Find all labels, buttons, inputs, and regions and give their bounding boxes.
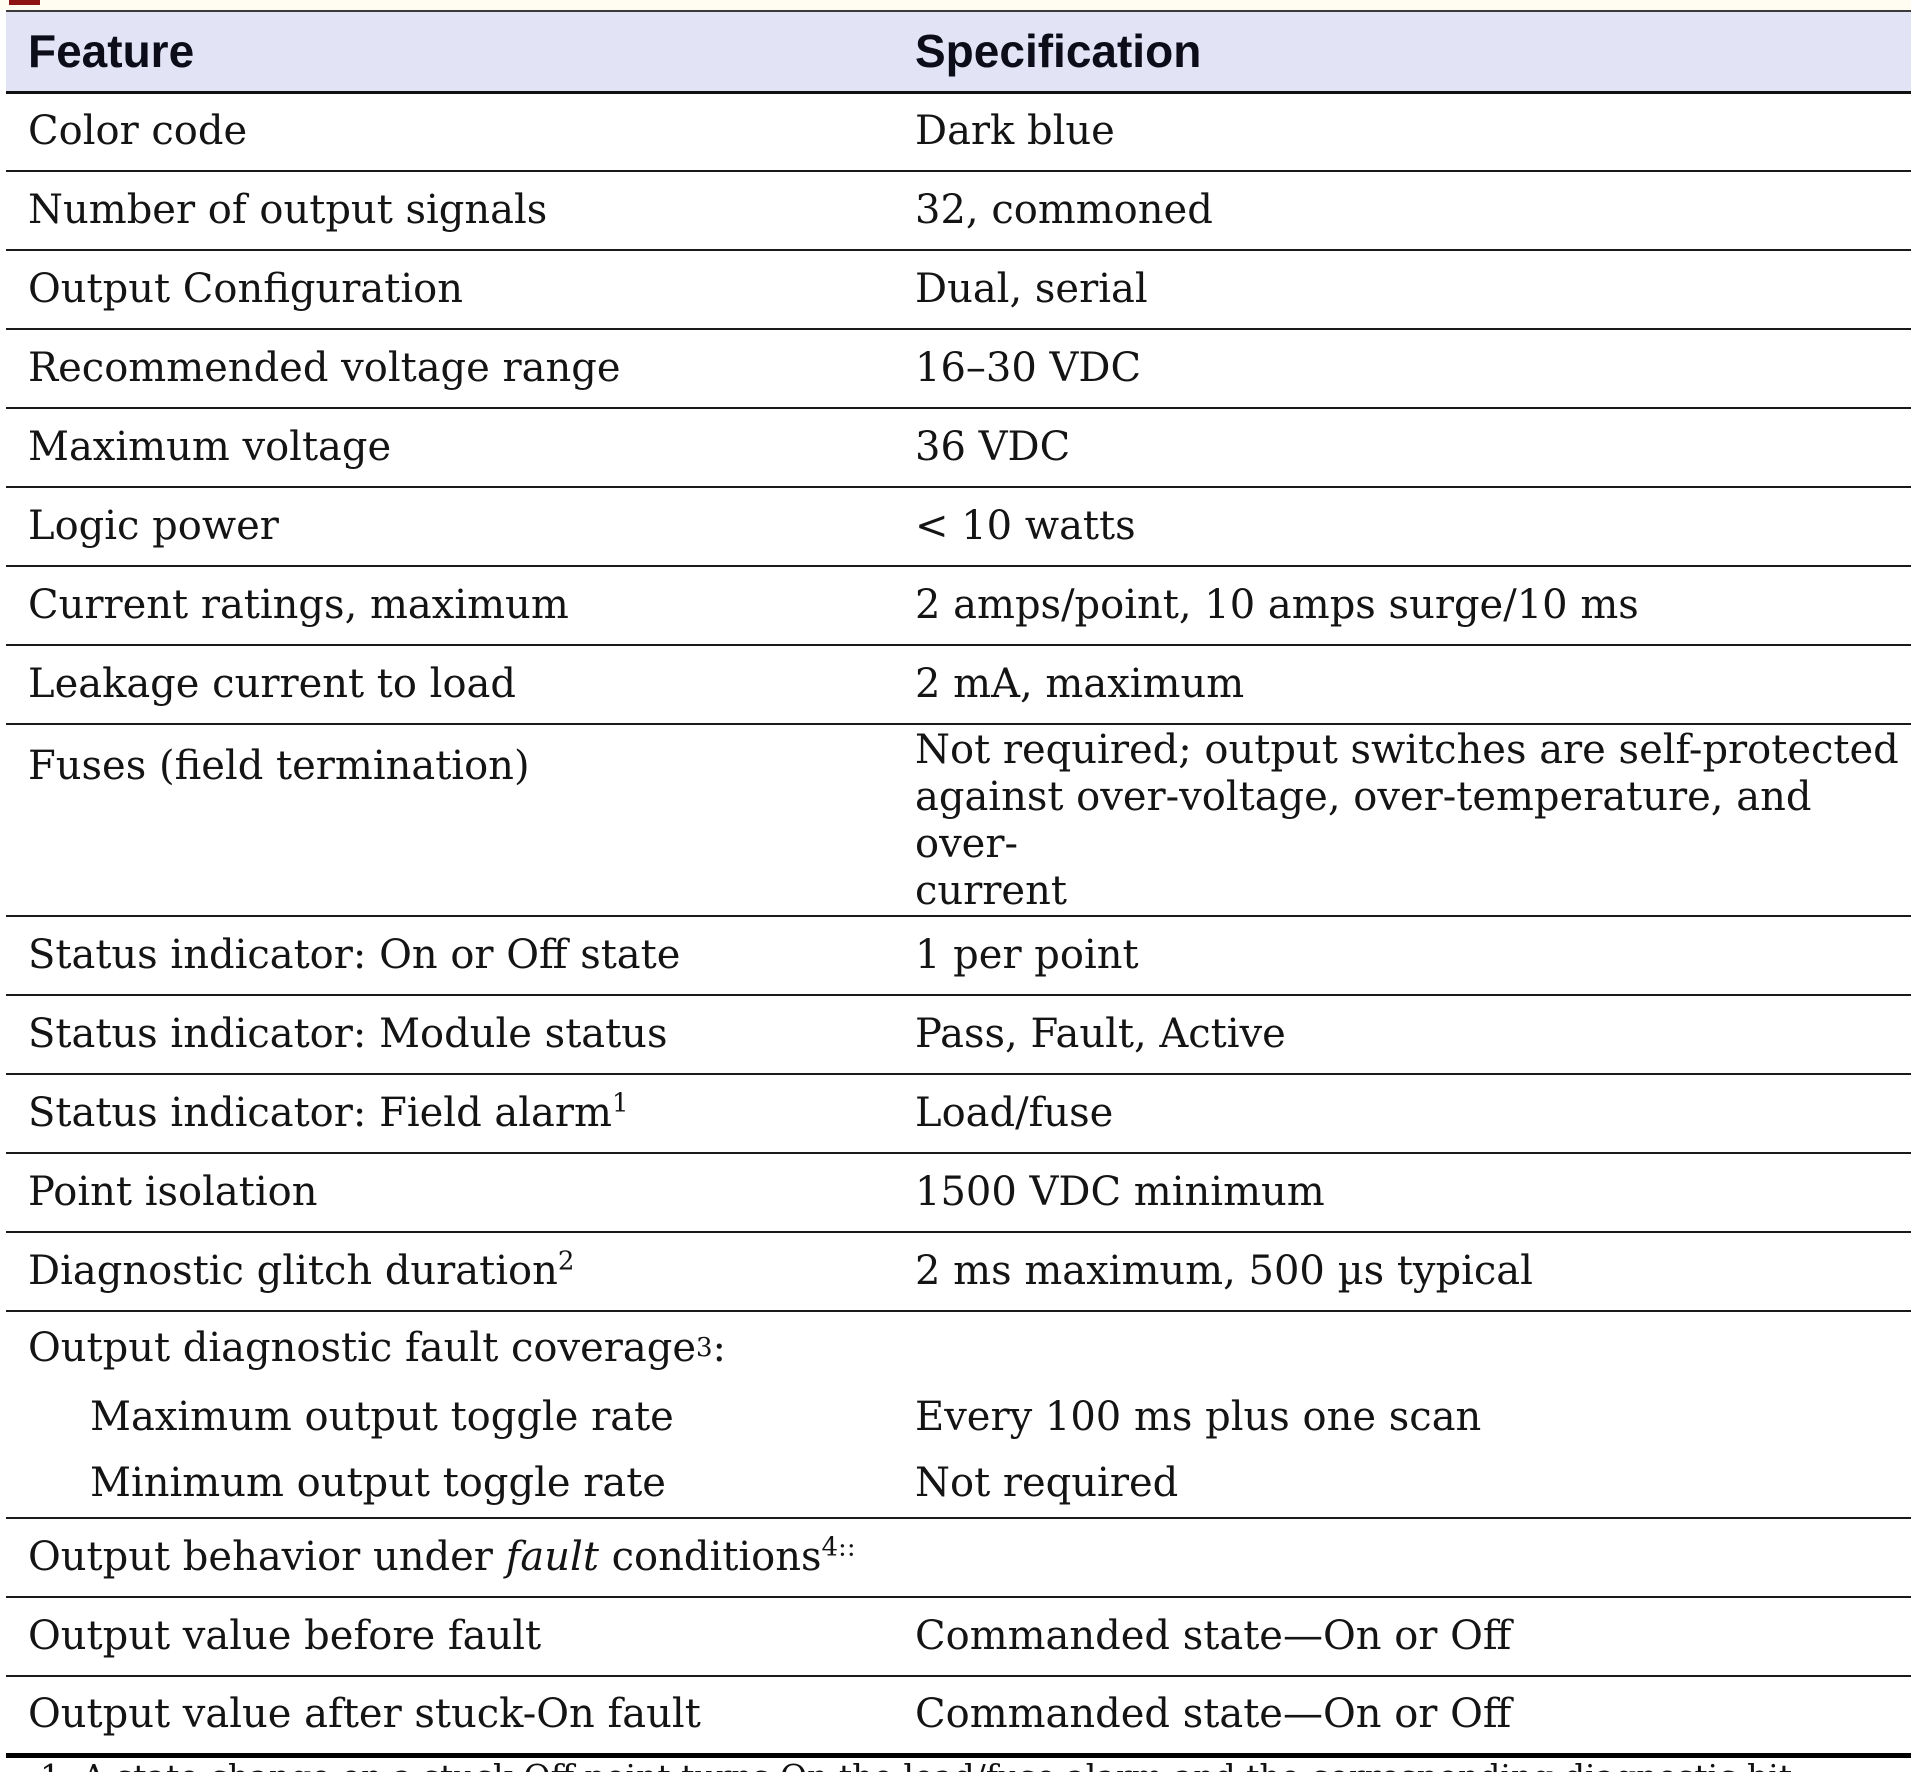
- clipped-heading-fragment: [9, 0, 40, 5]
- spec-line: current: [915, 868, 1067, 914]
- group-label-suffix: conditions: [598, 1534, 822, 1580]
- spec-cell: Not required; output switches are self-p…: [915, 724, 1911, 916]
- page-top-strip: [0, 0, 1911, 10]
- table-row: Status indicator: Module status Pass, Fa…: [6, 995, 1911, 1074]
- spec-cell: Every 100 ms plus one scan Not required: [915, 1311, 1911, 1518]
- table-row: Recommended voltage range 16–30 VDC: [6, 329, 1911, 408]
- feature-cell: Current ratings, maximum: [28, 582, 569, 628]
- table-row: Leakage current to load 2 mA, maximum: [6, 645, 1911, 724]
- clipped-footnote-text: 1. A state change on a stuck-Off point t…: [40, 1757, 1803, 1772]
- feature-cell: Status indicator: Module status: [28, 1011, 668, 1057]
- feature-label: Diagnostic glitch duration: [28, 1248, 558, 1294]
- feature-cell: Color code: [28, 108, 248, 155]
- table-row: Color code Dark blue: [6, 92, 1911, 171]
- feature-label: Status indicator: Field alarm: [28, 1090, 612, 1136]
- spec-cell: 1500 VDC minimum: [915, 1169, 1325, 1215]
- spec-cell-empty: [915, 1518, 1911, 1597]
- feature-cell: Output behavior under fault conditions4:…: [6, 1518, 915, 1597]
- footnote-marker: 2: [557, 1246, 575, 1277]
- spec-cell: Dark blue: [915, 108, 1115, 155]
- table-row: Maximum voltage 36 VDC: [6, 408, 1911, 487]
- feature-cell: Recommended voltage range: [28, 345, 621, 391]
- specification-table: Feature Specification Color code Dark bl…: [6, 10, 1911, 1758]
- group-label: Output diagnostic fault coverage: [28, 1324, 696, 1371]
- feature-cell: Status indicator: On or Off state: [28, 932, 681, 978]
- spec-cell: 2 mA, maximum: [915, 661, 1245, 707]
- column-header-feature: Feature: [28, 25, 195, 78]
- feature-cell: Output value after stuck-On fault: [28, 1691, 701, 1738]
- spec-cell: Commanded state—On or Off: [915, 1613, 1512, 1659]
- table-row: Status indicator: Field alarm1 Load/fuse: [6, 1074, 1911, 1153]
- column-header-specification: Specification: [915, 25, 1202, 78]
- feature-cell: Point isolation: [28, 1169, 318, 1215]
- feature-cell: Output Configuration: [28, 266, 463, 312]
- table-row: Point isolation 1500 VDC minimum: [6, 1153, 1911, 1232]
- spec-empty-line: [915, 1312, 1911, 1384]
- footnote-marker: 4::: [821, 1532, 856, 1563]
- spec-line: Not required; output switches are self-p…: [915, 727, 1899, 773]
- group-label-italic: fault: [505, 1534, 599, 1580]
- table-row: Status indicator: On or Off state 1 per …: [6, 916, 1911, 995]
- table-row: Output value before fault Commanded stat…: [6, 1597, 1911, 1676]
- sub-spec: Not required: [915, 1460, 1179, 1506]
- feature-cell: Logic power: [28, 503, 279, 549]
- sub-feature: Maximum output toggle rate: [90, 1393, 674, 1440]
- sub-feature: Minimum output toggle rate: [90, 1460, 666, 1506]
- feature-cell: Output diagnostic fault coverage 3: Maxim…: [6, 1311, 915, 1518]
- table-row-group: Output diagnostic fault coverage 3: Maxim…: [6, 1311, 1911, 1518]
- feature-cell: Fuses (field termination): [28, 743, 530, 789]
- spec-cell: 1 per point: [915, 932, 1139, 978]
- spec-cell: 2 amps/point, 10 amps surge/10 ms: [915, 582, 1639, 628]
- footnote-marker: 1: [611, 1088, 629, 1119]
- spec-cell: 16–30 VDC: [915, 345, 1142, 391]
- spec-line: against over-voltage, over-temperature, …: [915, 774, 1812, 867]
- table-row: Number of output signals 32, commoned: [6, 171, 1911, 250]
- group-label-colon: :: [712, 1324, 727, 1371]
- sub-spec: Every 100 ms plus one scan: [915, 1393, 1482, 1440]
- feature-cell: Maximum voltage: [28, 424, 392, 470]
- spec-cell: 36 VDC: [915, 424, 1071, 470]
- spec-cell: Dual, serial: [915, 266, 1148, 312]
- table-row: Fuses (field termination) Not required; …: [6, 724, 1911, 916]
- feature-cell: Leakage current to load: [28, 661, 516, 707]
- table-row: Current ratings, maximum 2 amps/point, 1…: [6, 566, 1911, 645]
- spec-cell: 2 ms maximum, 500 µs typical: [915, 1248, 1533, 1294]
- group-label-line: Output diagnostic fault coverage 3:: [28, 1324, 727, 1371]
- feature-cell: Output value before fault: [28, 1613, 542, 1659]
- spec-cell: 32, commoned: [915, 187, 1213, 233]
- table-header-row: Feature Specification: [6, 11, 1911, 92]
- spec-cell: Pass, Fault, Active: [915, 1011, 1286, 1057]
- group-label-prefix: Output behavior under: [28, 1534, 506, 1580]
- feature-cell: Diagnostic glitch duration2: [6, 1232, 915, 1311]
- table-row: Logic power < 10 watts: [6, 487, 1911, 566]
- table-row: Diagnostic glitch duration2 2 ms maximum…: [6, 1232, 1911, 1311]
- feature-cell: Status indicator: Field alarm1: [6, 1074, 915, 1153]
- spec-cell: Load/fuse: [915, 1090, 1114, 1136]
- spec-cell: Commanded state—On or Off: [915, 1691, 1512, 1738]
- table-row-group: Output behavior under fault conditions4:…: [6, 1518, 1911, 1597]
- feature-cell: Number of output signals: [28, 187, 548, 233]
- table-row: Output value after stuck-On fault Comman…: [6, 1676, 1911, 1755]
- table-row: Output Configuration Dual, serial: [6, 250, 1911, 329]
- spec-cell: < 10 watts: [915, 503, 1136, 549]
